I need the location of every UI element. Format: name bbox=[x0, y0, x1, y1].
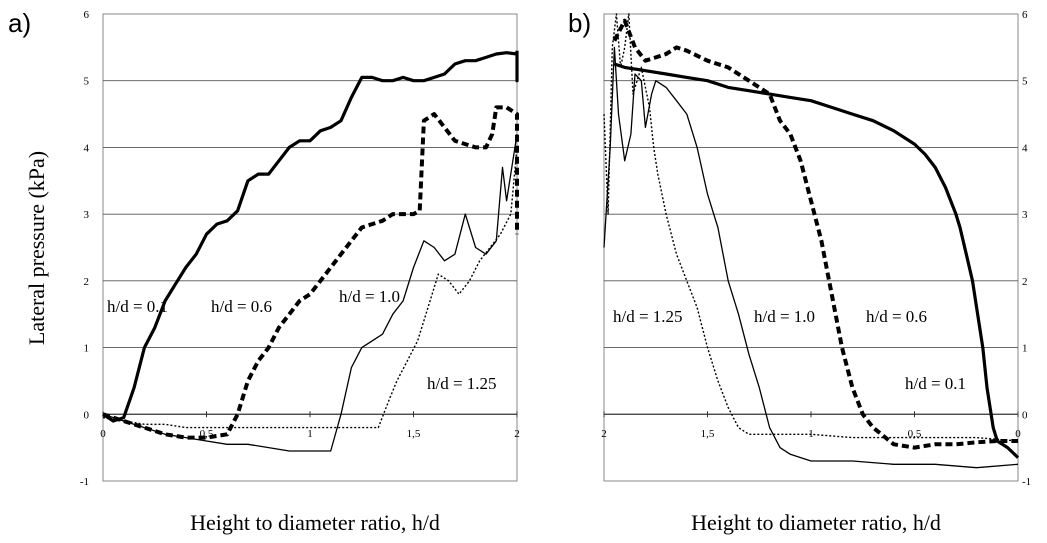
plot-area-frame bbox=[603, 13, 1019, 482]
curve-label: h/d = 0.6 bbox=[866, 307, 927, 326]
x-tick-label: 1,5 bbox=[407, 428, 421, 440]
y-tick-label: 0 bbox=[1022, 409, 1028, 421]
curve-label: h/d = 1.0 bbox=[339, 287, 400, 306]
y-tick-label: 1 bbox=[84, 343, 90, 355]
x-tick-label: 0 bbox=[100, 428, 106, 440]
curve-label: h/d = 0.6 bbox=[211, 297, 272, 316]
panel-label: a) bbox=[8, 8, 31, 38]
series-line-hd-0-1 bbox=[613, 62, 1020, 459]
y-tick-label: 3 bbox=[1022, 209, 1028, 221]
curve-label: h/d = 1.25 bbox=[427, 374, 497, 393]
series-line-hd-1-25 bbox=[102, 147, 518, 429]
y-tick-label: 2 bbox=[1022, 276, 1028, 288]
y-tick-label: 1 bbox=[1022, 343, 1028, 355]
y-tick-label: 5 bbox=[84, 76, 90, 88]
y-tick-label: 0 bbox=[84, 409, 90, 421]
curve-label: h/d = 1.0 bbox=[754, 307, 815, 326]
y-tick-label: 4 bbox=[1022, 142, 1028, 154]
y-tick-label: 6 bbox=[84, 9, 90, 21]
y-tick-label: 5 bbox=[1022, 76, 1028, 88]
series-line-hd-0-6 bbox=[612, 18, 1018, 450]
x-tick-label: 2 bbox=[514, 428, 520, 440]
x-axis-title: Height to diameter ratio, h/d bbox=[190, 510, 440, 535]
series-line-hd-1-25 bbox=[603, 13, 1019, 442]
y-tick-label: 2 bbox=[84, 276, 90, 288]
series-line-hd-1-0 bbox=[102, 133, 518, 452]
curve-label: h/d = 0.1 bbox=[905, 374, 966, 393]
panel-label: b) bbox=[568, 8, 591, 38]
y-tick-label: -1 bbox=[1022, 476, 1031, 488]
x-tick-label: 2 bbox=[601, 428, 607, 440]
curve-label: h/d = 1.25 bbox=[613, 307, 683, 326]
x-tick-label: 1,5 bbox=[701, 428, 715, 440]
series-line-hd-0-1 bbox=[102, 50, 519, 423]
series-line-hd-1-0 bbox=[603, 46, 1019, 469]
y-tick-label: 4 bbox=[84, 142, 90, 154]
y-tick-label: 6 bbox=[1022, 9, 1028, 21]
plot-area-frame bbox=[102, 13, 518, 482]
x-axis-title: Height to diameter ratio, h/d bbox=[691, 510, 941, 535]
y-tick-label: 3 bbox=[84, 209, 90, 221]
curve-label: h/d = 0.1 bbox=[107, 297, 168, 316]
series-line-hd-0-6 bbox=[102, 105, 519, 440]
y-tick-label: -1 bbox=[80, 476, 89, 488]
x-tick-label: 1 bbox=[307, 428, 313, 440]
x-tick-label: 0 bbox=[1015, 428, 1021, 440]
y-axis-title: Lateral pressure (kPa) bbox=[24, 151, 49, 345]
